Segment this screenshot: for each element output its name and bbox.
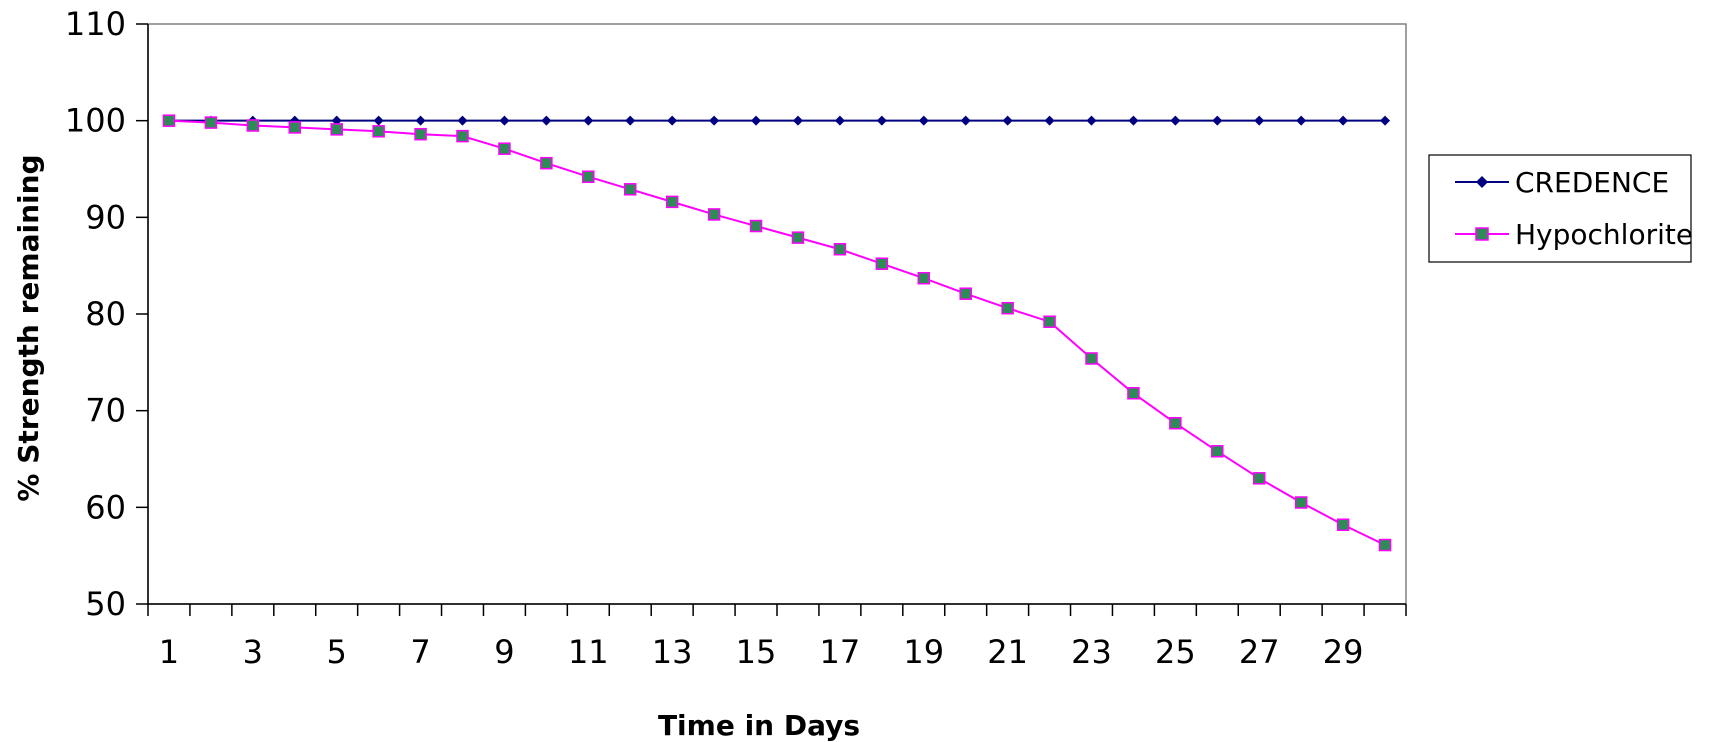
point-hypochlorite: [498, 142, 511, 155]
point-hypochlorite: [1127, 387, 1140, 400]
point-hypochlorite: [623, 183, 637, 196]
legend-label-credence: CREDENCE: [1515, 166, 1669, 199]
point-hypochlorite: [540, 156, 553, 170]
y-tick-label: 100: [65, 102, 126, 140]
point-hypochlorite: [204, 116, 218, 129]
point-credence: [1044, 115, 1055, 126]
point-hypochlorite: [707, 208, 721, 221]
x-tick-label: 1: [159, 633, 179, 671]
series-layer: [162, 114, 1392, 552]
point-credence: [1212, 115, 1223, 126]
point-credence: [1296, 115, 1307, 126]
point-hypochlorite: [1085, 352, 1098, 365]
x-tick-label: 25: [1155, 633, 1196, 671]
point-credence: [373, 115, 384, 126]
point-credence: [1170, 115, 1181, 126]
point-credence: [1002, 115, 1013, 126]
series-line-hypochlorite: [168, 119, 1386, 546]
x-tick-label: 23: [1071, 633, 1112, 671]
y-tick-label: 80: [85, 295, 126, 333]
x-tick-label: 13: [652, 633, 693, 671]
point-credence: [876, 115, 887, 126]
x-tick-label: 21: [987, 633, 1028, 671]
x-tick-label: 17: [820, 633, 861, 671]
point-hypochlorite: [582, 170, 595, 183]
x-tick-label: 19: [903, 633, 944, 671]
point-hypochlorite: [1252, 472, 1266, 485]
point-credence: [1254, 115, 1265, 126]
x-tick-label: 5: [327, 633, 347, 671]
x-axis-title: Time in Days: [658, 709, 860, 742]
point-credence: [541, 115, 552, 126]
point-credence: [709, 115, 720, 126]
point-credence: [960, 115, 971, 126]
plot-area: [147, 23, 1407, 605]
point-hypochlorite: [833, 242, 847, 256]
point-credence: [415, 115, 426, 126]
y-tick-label: 60: [85, 488, 126, 526]
point-hypochlorite: [330, 123, 343, 136]
point-hypochlorite: [959, 287, 972, 300]
point-credence: [583, 115, 594, 126]
point-credence: [1128, 115, 1139, 126]
x-tick-label: 15: [736, 633, 777, 671]
point-credence: [751, 115, 762, 126]
y-tick-label: 90: [85, 198, 126, 236]
point-credence: [457, 115, 468, 126]
point-credence: [1380, 115, 1391, 126]
point-hypochlorite: [749, 219, 763, 233]
point-credence: [792, 115, 803, 126]
point-hypochlorite: [1169, 416, 1182, 430]
legend-box: [1428, 154, 1692, 263]
point-credence: [918, 115, 929, 126]
point-hypochlorite: [246, 119, 260, 132]
point-credence: [1338, 115, 1349, 126]
point-hypochlorite: [288, 121, 302, 134]
legend-marker-hypochlorite: [1475, 227, 1489, 241]
point-hypochlorite: [1336, 518, 1350, 531]
x-tick-label: 29: [1323, 633, 1364, 671]
legend: CREDENCE Hypochlorite: [1428, 154, 1693, 263]
point-credence: [1086, 115, 1097, 126]
x-tick-label: 11: [568, 633, 609, 671]
point-hypochlorite: [917, 271, 931, 285]
x-tick-label: 27: [1239, 633, 1280, 671]
point-hypochlorite: [1001, 301, 1014, 315]
y-tick-label: 50: [85, 585, 126, 623]
point-credence: [499, 115, 510, 126]
point-credence: [625, 115, 636, 126]
point-credence: [667, 115, 678, 126]
point-credence: [834, 115, 845, 126]
point-hypochlorite: [665, 195, 679, 209]
point-hypochlorite: [456, 129, 469, 143]
point-hypochlorite: [1043, 315, 1056, 328]
legend-marker-credence: [1476, 176, 1488, 188]
point-hypochlorite: [1378, 538, 1392, 552]
x-tick-label: 7: [410, 633, 430, 671]
point-hypochlorite: [1294, 496, 1308, 509]
point-hypochlorite: [162, 114, 176, 127]
y-tick-label: 110: [65, 5, 126, 43]
point-hypochlorite: [1211, 445, 1224, 458]
point-hypochlorite: [372, 125, 385, 138]
point-hypochlorite: [875, 257, 889, 270]
x-tick-label: 3: [243, 633, 263, 671]
legend-label-hypochlorite: Hypochlorite: [1515, 218, 1693, 251]
point-hypochlorite: [791, 231, 805, 244]
y-axis-title: % Strength remaining: [12, 154, 45, 501]
x-tick-label: 9: [494, 633, 514, 671]
point-hypochlorite: [414, 127, 427, 141]
y-tick-label: 70: [85, 392, 126, 430]
